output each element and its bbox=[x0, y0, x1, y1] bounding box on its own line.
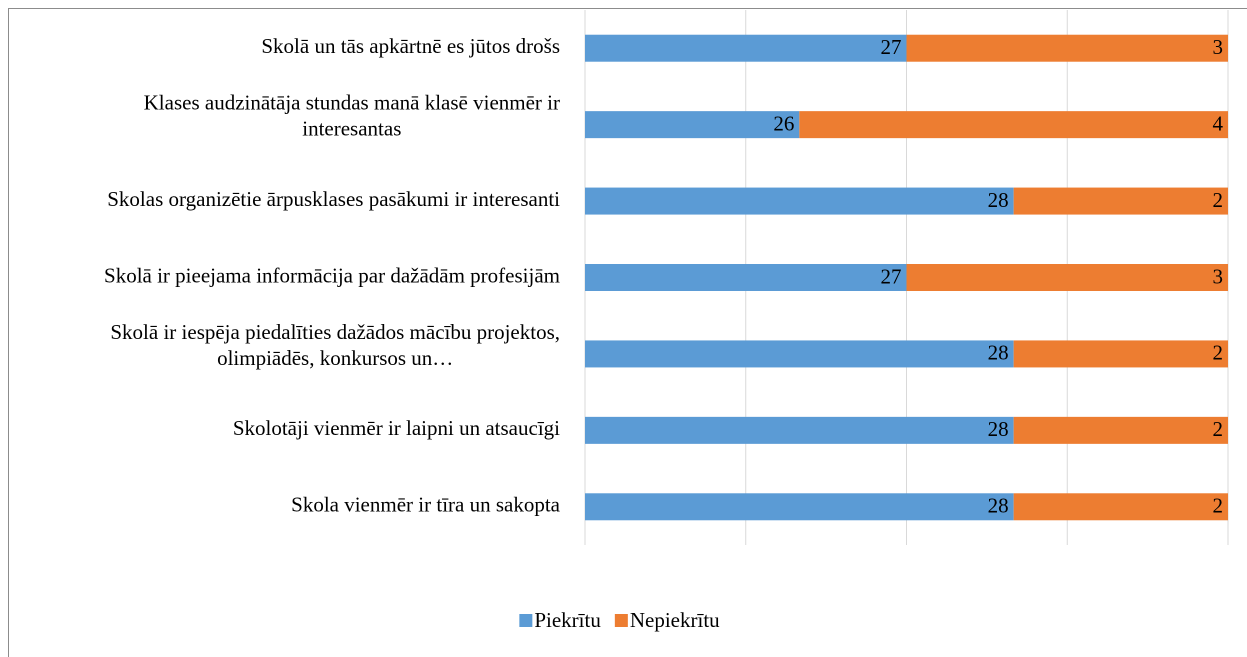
value-label: 28 bbox=[988, 341, 1009, 365]
bar-segment bbox=[1013, 340, 1228, 368]
y-tick-label: Klases audzinātāja stundas manā klasē vi… bbox=[144, 90, 560, 140]
value-label: 28 bbox=[988, 417, 1009, 441]
y-tick-label: Skola vienmēr ir tīra un sakopta bbox=[291, 493, 561, 517]
legend-label: Nepiekrītu bbox=[630, 608, 720, 632]
value-label: 2 bbox=[1213, 341, 1224, 365]
value-label: 27 bbox=[881, 264, 902, 288]
y-tick-label: Skolā un tās apkārtnē es jūtos drošs bbox=[261, 34, 560, 58]
legend-swatch bbox=[614, 614, 628, 627]
bar-segment bbox=[1013, 416, 1228, 444]
value-label: 3 bbox=[1213, 264, 1224, 288]
value-label: 28 bbox=[988, 494, 1009, 518]
y-tick-label: Skolā ir pieejama informācija par dažādā… bbox=[104, 263, 560, 287]
bar-segment bbox=[585, 340, 1014, 368]
bar-segment bbox=[585, 187, 1014, 215]
legend-label: Piekrītu bbox=[534, 608, 601, 632]
bar-segment bbox=[1013, 187, 1228, 215]
y-tick-label: Skolotāji vienmēr ir laipni un atsaucīgi bbox=[233, 416, 560, 440]
y-tick-label: Skolas organizētie ārpusklases pasākumi … bbox=[107, 187, 560, 211]
value-label: 4 bbox=[1213, 111, 1224, 135]
legend-swatch bbox=[519, 614, 533, 627]
value-label: 28 bbox=[988, 188, 1009, 212]
bar-segment bbox=[585, 416, 1014, 444]
bar-segment bbox=[906, 34, 1228, 62]
bar-segment bbox=[585, 264, 907, 291]
value-label: 2 bbox=[1213, 188, 1224, 212]
bar-segment bbox=[906, 264, 1228, 291]
bar-segment bbox=[585, 111, 800, 139]
bar-segment bbox=[585, 493, 1014, 521]
value-label: 27 bbox=[881, 35, 902, 59]
value-label: 2 bbox=[1213, 417, 1224, 441]
value-label: 3 bbox=[1213, 35, 1224, 59]
value-label: 2 bbox=[1213, 494, 1224, 518]
value-label: 26 bbox=[773, 111, 794, 135]
bar-segment bbox=[799, 111, 1228, 139]
bar-segment bbox=[585, 34, 907, 62]
bar-segment bbox=[1013, 493, 1228, 521]
y-tick-label: Skolā ir iespēja piedalīties dažādos māc… bbox=[110, 320, 560, 370]
